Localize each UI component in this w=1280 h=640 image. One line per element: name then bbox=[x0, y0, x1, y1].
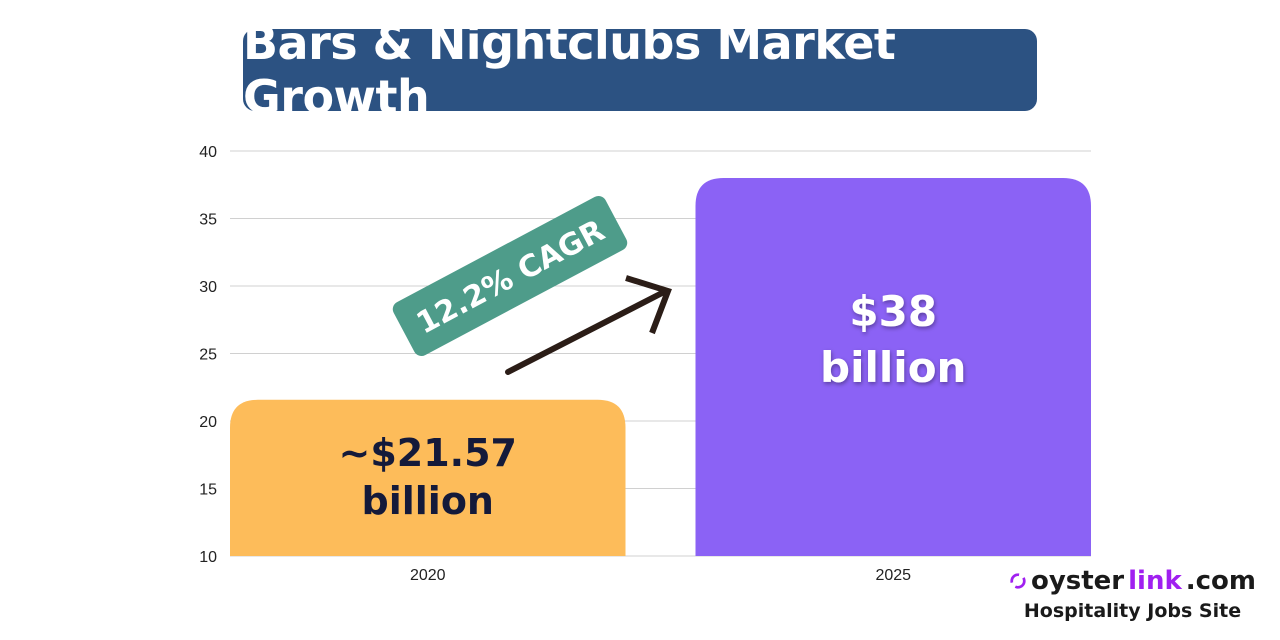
logo-name-part2: link bbox=[1128, 566, 1182, 596]
y-tick-label: 10 bbox=[199, 549, 217, 566]
chart-title: Bars & Nightclubs Market Growth bbox=[243, 16, 896, 124]
oysterlink-logo: oyster link .com Hospitality Jobs Site bbox=[1009, 566, 1256, 622]
oyster-mark-icon bbox=[1010, 573, 1026, 589]
logo-tagline: Hospitality Jobs Site bbox=[1023, 600, 1242, 622]
logo-name-part3: .com bbox=[1185, 566, 1256, 596]
bar-value-label: $38 bbox=[849, 287, 937, 336]
x-axis-ticks: 2020 2025 bbox=[410, 567, 911, 584]
cagr-annotation: 12.2% CAGR bbox=[392, 195, 672, 375]
y-tick-label: 25 bbox=[199, 347, 217, 364]
x-tick-label: 2020 bbox=[410, 567, 446, 584]
bar-2025 bbox=[695, 178, 1091, 556]
y-tick-label: 15 bbox=[199, 482, 217, 499]
cagr-label: 12.2% CAGR bbox=[411, 213, 611, 341]
growth-arrow-head bbox=[625, 275, 672, 335]
logo-name-part1: oyster bbox=[1030, 566, 1125, 596]
bar-value-label: ~$21.57 bbox=[339, 431, 517, 475]
x-tick-label: 2025 bbox=[875, 567, 911, 584]
y-axis-ticks: 10 15 20 25 30 35 40 bbox=[199, 144, 217, 566]
bar-2020 bbox=[230, 399, 626, 556]
cagr-badge-box bbox=[392, 195, 628, 357]
y-tick-label: 30 bbox=[199, 279, 217, 296]
y-tick-label: 20 bbox=[199, 414, 217, 431]
y-tick-label: 40 bbox=[199, 144, 217, 161]
growth-arrow-shaft bbox=[505, 289, 667, 375]
bar-value-label: billion bbox=[820, 343, 966, 392]
bar-value-label: billion bbox=[362, 479, 494, 523]
y-tick-label: 35 bbox=[199, 212, 217, 229]
chart-title-box: Bars & Nightclubs Market Growth bbox=[243, 16, 1037, 124]
